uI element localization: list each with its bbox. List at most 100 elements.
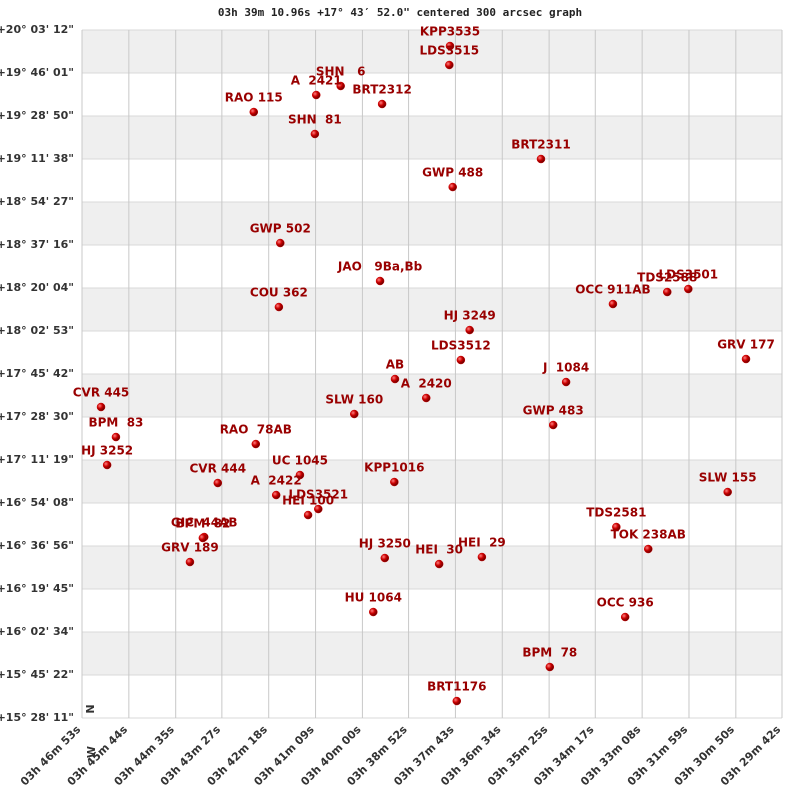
y-tick-label: +16° 36' 56" [0, 539, 74, 552]
y-tick-label: +20° 03' 12" [0, 23, 74, 36]
star-point [380, 553, 390, 563]
point-label: BPM 82 [175, 517, 230, 531]
point-label: CVR 444 [190, 462, 247, 476]
point-label: BPM 83 [88, 416, 143, 430]
y-tick-label: +16° 54' 08" [0, 496, 74, 509]
star-point [456, 355, 466, 365]
point-label: HEI 30 [415, 543, 463, 557]
star-point [434, 559, 444, 569]
grid-band [82, 373, 782, 418]
grid-band [82, 631, 782, 676]
star-point [452, 696, 462, 706]
point-label: GWP 502 [250, 222, 311, 236]
star-point [314, 504, 323, 514]
point-label: JAO 9Ba,Bb [337, 260, 423, 274]
point-label: HU 1064 [345, 591, 402, 605]
grid [81, 29, 783, 719]
star-point [274, 302, 284, 312]
point-label: HJ 3252 [81, 443, 133, 457]
star-point [96, 402, 106, 412]
point-label: AB [386, 358, 404, 372]
point-label: GWP 483 [523, 404, 584, 418]
point-label: GIC 44AB [171, 516, 238, 530]
star-point [477, 552, 487, 562]
point-label: TDS2581 [586, 505, 646, 519]
star-point [271, 490, 281, 500]
grid-band [82, 459, 782, 503]
north-label: N [84, 704, 97, 713]
star-point [276, 238, 285, 248]
star-point [445, 60, 454, 70]
point-label: BRT2312 [352, 83, 411, 97]
y-tick-label: +16° 02' 34" [0, 625, 74, 638]
y-tick-label: +15° 45' 22" [0, 668, 74, 681]
west-label: W [85, 746, 98, 758]
point-label: LDS3515 [419, 43, 479, 57]
point-label: LDS3512 [431, 339, 491, 353]
star-point [445, 41, 455, 51]
star-point [548, 420, 558, 430]
y-tick-label: +18° 20' 04" [0, 281, 74, 294]
star-point [608, 299, 618, 309]
star-point [350, 409, 359, 419]
point-label: A 2421 [291, 74, 342, 88]
point-label: RAO 78AB [220, 423, 292, 437]
point-label: GRV 177 [717, 338, 775, 352]
point-label: HJ 3249 [444, 309, 496, 323]
star-point [303, 510, 313, 520]
y-tick-label: +19° 46' 01" [0, 66, 74, 79]
star-point [620, 612, 630, 622]
y-tick-label: +17° 28' 30" [0, 410, 74, 423]
y-tick-label: +17° 45' 42" [0, 367, 74, 380]
star-point [545, 662, 555, 672]
star-point [213, 478, 223, 488]
grid-band [82, 546, 782, 589]
star-point [663, 287, 672, 297]
star-point [185, 557, 195, 567]
grid-band [82, 115, 782, 160]
star-point [643, 544, 653, 554]
star-point [536, 154, 546, 164]
star-point [311, 90, 321, 100]
point-label: OCC 936 [597, 596, 654, 610]
point-label: CVR 445 [73, 386, 130, 400]
point-label: A 2422 [251, 474, 302, 488]
star-point [390, 374, 400, 384]
point-label: HEI 29 [458, 536, 506, 550]
star-point [561, 377, 571, 387]
star-point [198, 533, 208, 543]
grid-band [82, 288, 782, 331]
grid-band [82, 201, 782, 245]
star-point [684, 284, 693, 294]
point-label: LDS3501 [658, 268, 718, 282]
star-point [111, 432, 121, 442]
y-tick-label: +18° 02' 53" [0, 324, 74, 337]
y-tick-label: +18° 37' 16" [0, 238, 74, 251]
point-label: SLW 155 [699, 471, 757, 485]
star-point [390, 477, 399, 487]
star-point [369, 607, 378, 617]
star-point [375, 276, 385, 286]
point-label: BPM 78 [522, 646, 577, 660]
point-label: GWP 488 [422, 166, 483, 180]
star-point [295, 470, 305, 480]
star-point [336, 81, 345, 91]
star-point [251, 439, 261, 449]
y-tick-label: +19° 11' 38" [0, 152, 74, 165]
star-point [465, 325, 474, 335]
y-tick-label: +17° 11' 19" [0, 453, 74, 466]
point-label: J 1084 [542, 361, 589, 375]
point-label: BRT1176 [427, 680, 486, 694]
y-tick-label: +18° 54' 27" [0, 195, 74, 208]
grid-band [82, 30, 782, 73]
point-label: TOK 238AB [611, 528, 686, 542]
star-point [723, 487, 732, 497]
star-point [612, 522, 621, 532]
chart-title: 03h 39m 10.96s +17° 43′ 52.0" centered 3… [218, 6, 582, 19]
star-point [310, 129, 320, 139]
point-label: LDS3521 [288, 488, 348, 502]
point-label: KPP3535 [420, 25, 480, 39]
point-label: UC 1045 [272, 454, 328, 468]
star-point [249, 107, 259, 117]
